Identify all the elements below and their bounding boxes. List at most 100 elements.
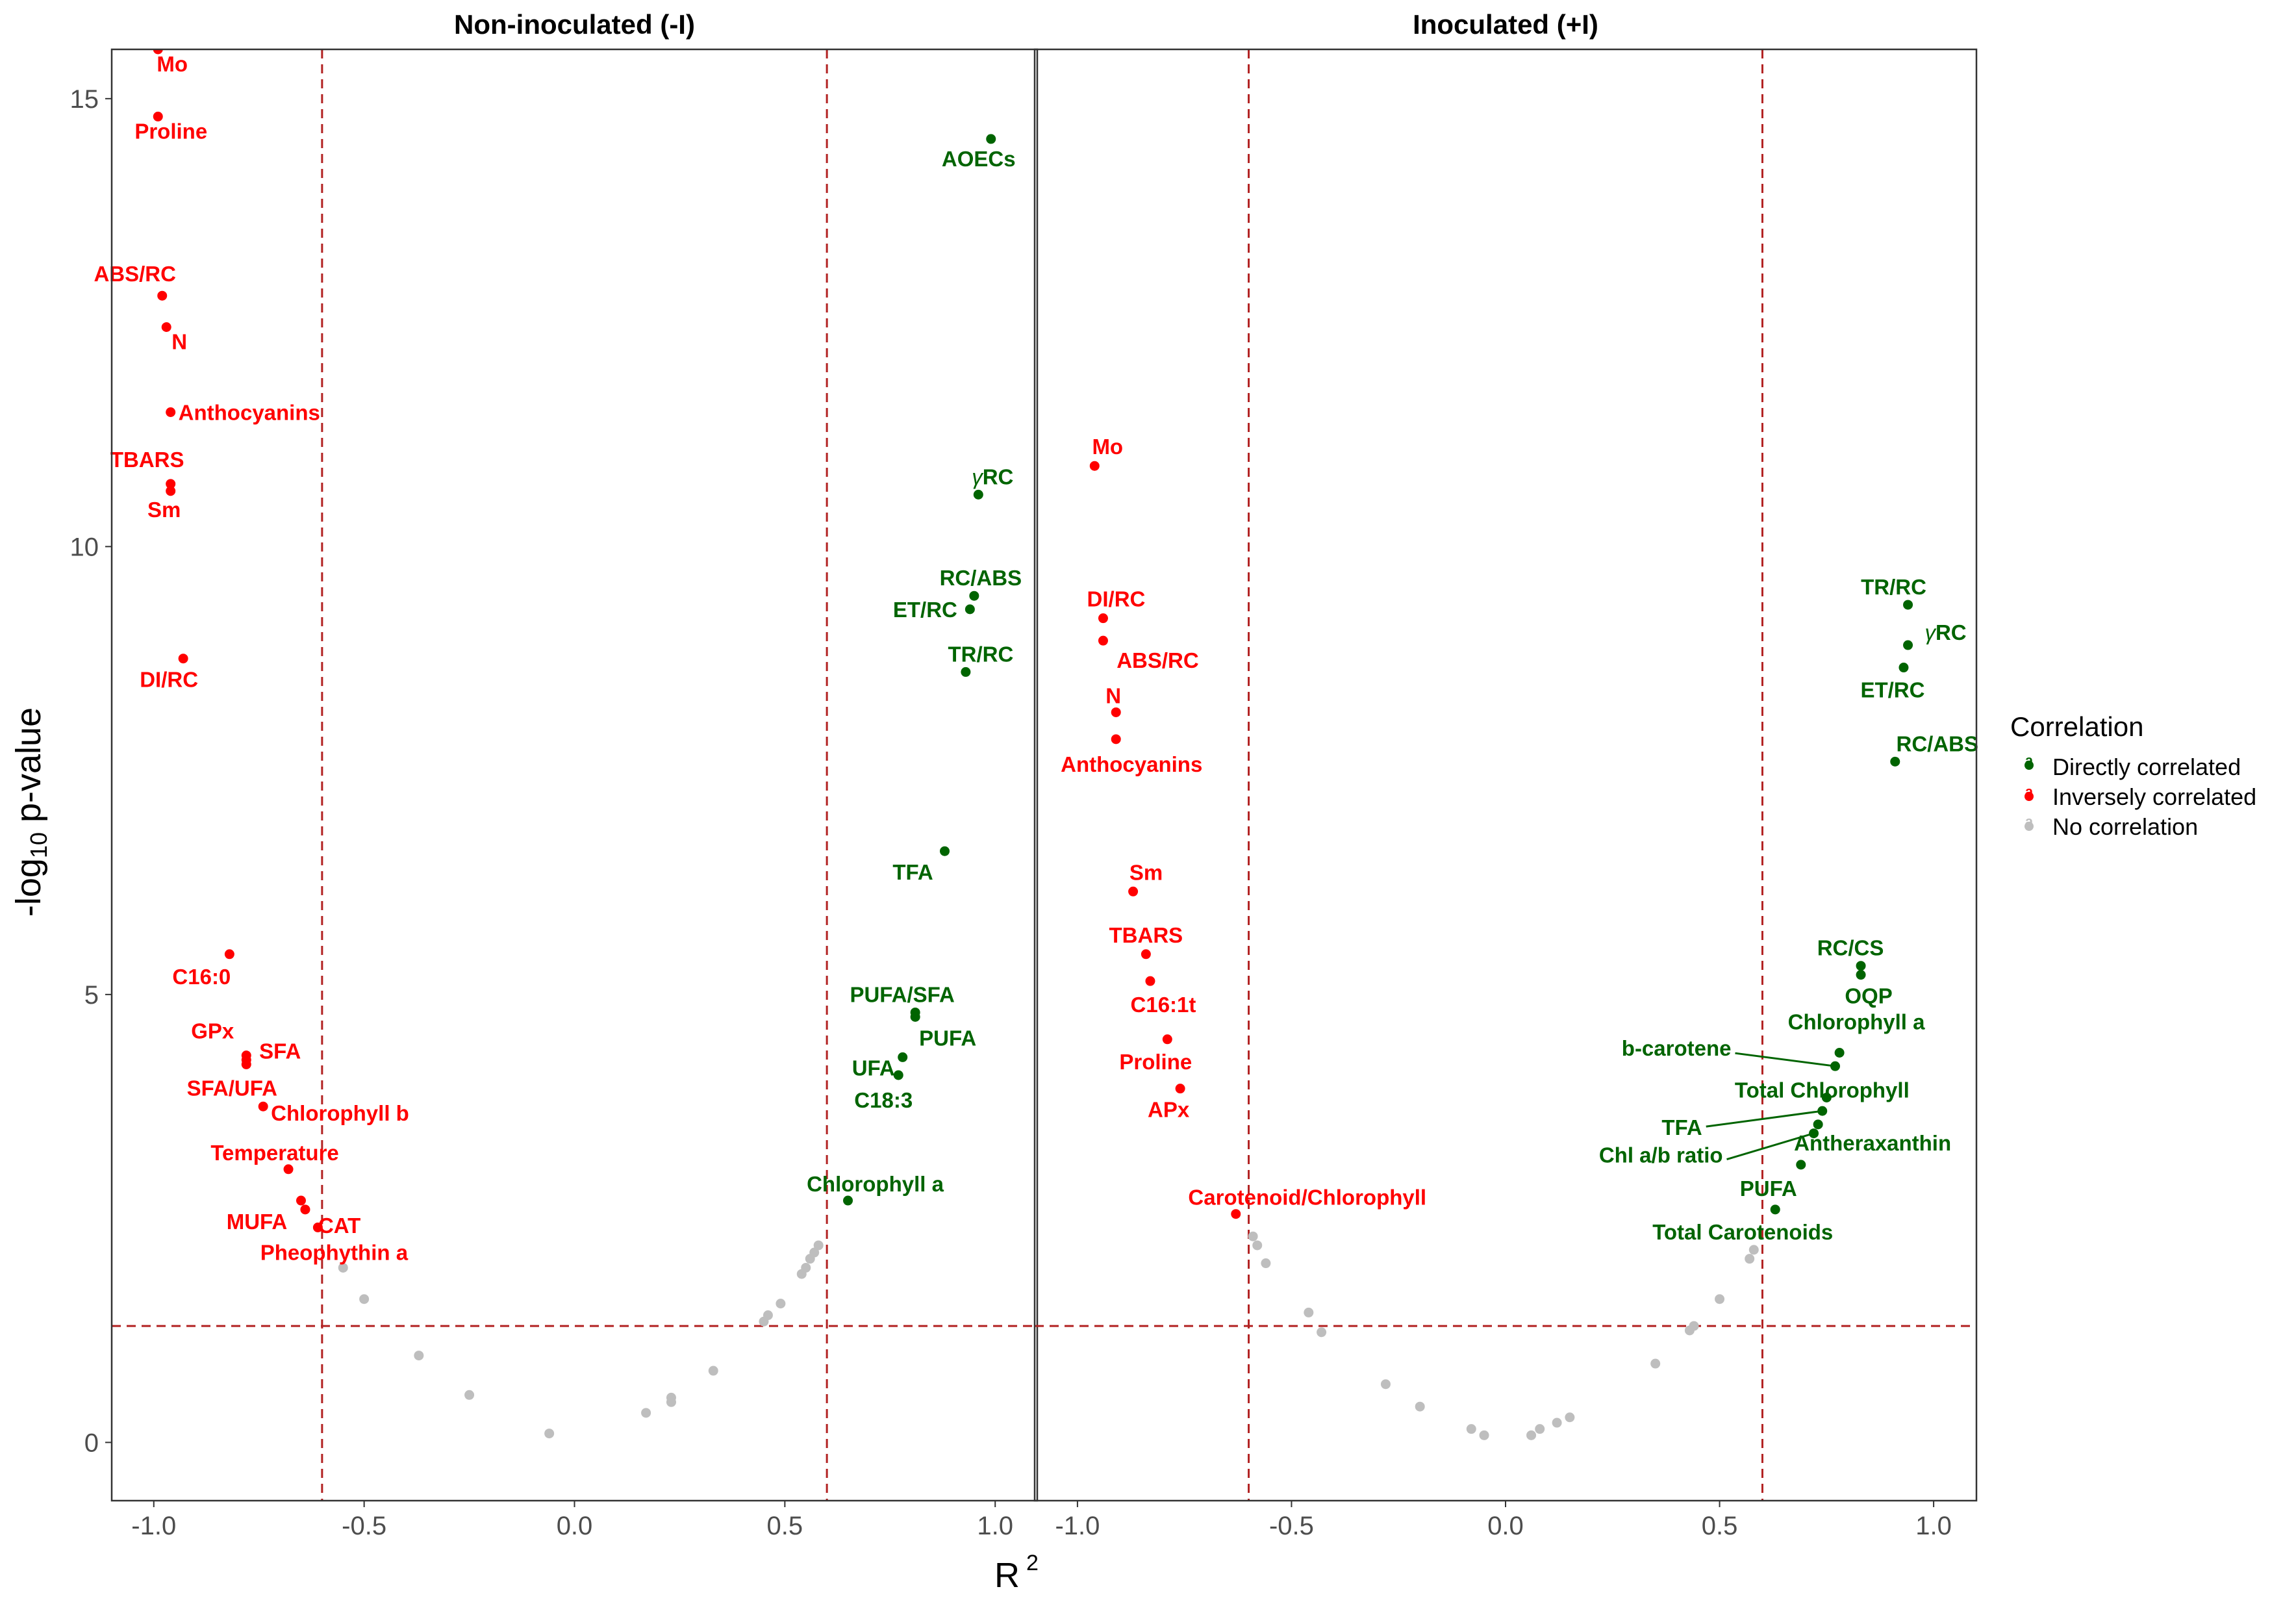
legend: Correlation a Directly correlated a Inve… <box>2010 711 2256 840</box>
point-label-mufa: MUFA <box>227 1210 288 1234</box>
y-tick-label: 10 <box>70 533 99 561</box>
point-label-di-rc: DI/RC <box>140 668 198 692</box>
point-label-anthocyanins: Anthocyanins <box>1061 752 1202 776</box>
point-label-rc-abs: RC/ABS <box>940 566 1022 590</box>
point-label-tbars: TBARS <box>1109 923 1183 947</box>
point-di-rc <box>178 654 188 664</box>
point-label-carotenoid-chlorophyll: Carotenoid/Chlorophyll <box>1188 1186 1426 1210</box>
point-tfa <box>940 846 950 856</box>
point-c16-1t <box>1145 976 1155 986</box>
legend-item-inverse: a Inversely correlated <box>2025 783 2256 810</box>
point-uncorrelated <box>1466 1424 1476 1434</box>
point-uncorrelated <box>464 1390 475 1400</box>
point-uncorrelated <box>776 1299 786 1309</box>
point-temperature <box>283 1164 294 1175</box>
point-chlorophyll-a <box>1834 1047 1845 1058</box>
point-uncorrelated <box>1252 1240 1263 1251</box>
point-label-proline: Proline <box>1119 1050 1192 1074</box>
point-label-tbars: TBARS <box>110 448 184 472</box>
point-uncorrelated <box>708 1366 718 1376</box>
panel-title-1: Inoculated (+I) <box>1413 9 1598 40</box>
legend-key-direct <box>2025 761 2034 770</box>
x-tick-label: 0.5 <box>767 1512 803 1540</box>
point-label-aoecs: AOECs <box>942 147 1016 171</box>
point-uncorrelated <box>1715 1294 1725 1304</box>
point-label-b-carotene: b-carotene <box>1622 1036 1732 1060</box>
point-anthocyanins <box>1111 734 1121 744</box>
point-label-sfa: SFA <box>259 1039 301 1063</box>
point-uncorrelated <box>1526 1430 1537 1440</box>
x-tick-label: 1.0 <box>977 1512 1013 1540</box>
point-apx <box>1175 1084 1185 1094</box>
leader-line <box>1726 1132 1814 1161</box>
point-label-cat: CAT <box>318 1214 360 1238</box>
point-chlorophyll-a <box>843 1195 853 1206</box>
point-label-temperature: Temperature <box>210 1141 338 1165</box>
legend-key-glyph-inverse: a <box>2025 783 2034 800</box>
legend-item-none: a No correlation <box>2025 813 2198 840</box>
legend-key-inverse <box>2025 792 2034 801</box>
point-label-antheraxanthin: Antheraxanthin <box>1794 1131 1951 1155</box>
point-uncorrelated <box>1565 1412 1575 1423</box>
point-label-rc-abs: RC/ABS <box>1897 731 1979 756</box>
point-mo <box>1089 461 1100 471</box>
point-abs-rc <box>1098 635 1108 646</box>
legend-title: Correlation <box>2010 711 2143 742</box>
point-uncorrelated <box>1650 1358 1661 1369</box>
point-uncorrelated <box>1248 1231 1258 1241</box>
point-cat <box>300 1204 310 1215</box>
point-label-anthocyanins: Anthocyanins <box>179 401 320 425</box>
point-uncorrelated <box>544 1429 555 1439</box>
panel-title-0: Non-inoculated (-I) <box>454 9 695 40</box>
point-label-proline: Proline <box>134 119 207 143</box>
point-uncorrelated <box>1261 1258 1271 1269</box>
point-label-sfa-ufa: SFA/UFA <box>187 1076 277 1100</box>
point-carotenoid-chlorophyll <box>1231 1209 1241 1219</box>
legend-key-glyph-direct: a <box>2025 752 2034 769</box>
point-label-rc-cs: RC/CS <box>1817 936 1884 960</box>
point-uncorrelated <box>1380 1379 1391 1390</box>
x-tick-label: -0.5 <box>342 1512 386 1540</box>
point-antheraxanthin <box>1813 1119 1823 1130</box>
point-uncorrelated <box>359 1294 370 1304</box>
point-aoecs <box>986 134 996 144</box>
y-tick-label: 5 <box>84 981 99 1010</box>
point-label-et-rc: ET/RC <box>893 598 957 622</box>
point-uncorrelated <box>1415 1401 1425 1412</box>
point-uncorrelated <box>641 1408 651 1418</box>
point-pheophythin-a <box>312 1222 323 1232</box>
point-label-sm: Sm <box>147 498 181 522</box>
panel-inoculated: Inoculated (+I) -1.0 -0.5 0.0 0.5 1.0 Mo DI/RC A… <box>1033 9 1979 1540</box>
point-rc-abs <box>969 591 979 601</box>
point-label-chlorophyll-a: Chlorophyll a <box>807 1172 944 1196</box>
point-chlorophyll-b <box>258 1101 268 1112</box>
point-total-chlorophyll <box>1821 1092 1832 1102</box>
points-layer <box>1089 461 1913 1440</box>
x-tick-label: 0.0 <box>557 1512 593 1540</box>
leader-line <box>1706 1110 1823 1128</box>
point-label-pufa-sfa: PUFA/SFA <box>850 982 954 1006</box>
point-abs-rc <box>157 290 168 301</box>
point-uncorrelated <box>1317 1327 1327 1338</box>
point-sm <box>1128 886 1139 896</box>
point-label-c16-1t: C16:1t <box>1131 993 1196 1017</box>
y-tick-label: 0 <box>84 1429 99 1457</box>
y-tick-label: 15 <box>70 85 99 114</box>
point-label-pufa: PUFA <box>1740 1176 1797 1201</box>
point-oqp <box>1856 970 1866 980</box>
point-rc-abs <box>1890 756 1900 767</box>
point-label-oqp: OQP <box>1845 984 1892 1008</box>
point-n <box>1111 707 1121 717</box>
point-pufa <box>1796 1160 1806 1170</box>
point-label-abs-rc: ABS/RC <box>1116 648 1199 672</box>
panel-border <box>1033 48 1978 1502</box>
point-n <box>161 322 171 332</box>
point-uncorrelated <box>763 1310 773 1321</box>
point-label-n: N <box>171 329 187 353</box>
point-label-pheophythin-a: Pheophythin a <box>260 1240 409 1264</box>
point-label--rc: γRC <box>972 464 1013 489</box>
point-uncorrelated <box>1745 1254 1755 1264</box>
point-label-total-chlorophyll: Total Chlorophyll <box>1735 1078 1910 1102</box>
